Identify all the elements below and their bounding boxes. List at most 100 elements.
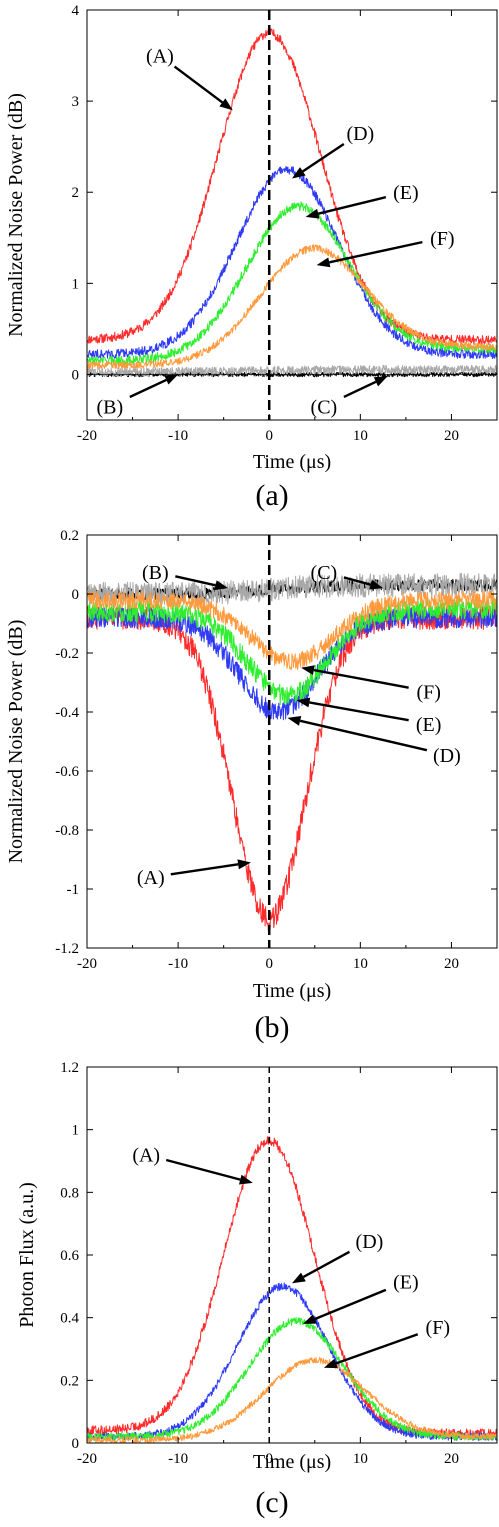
series-line-b (87, 371, 497, 378)
y-axis-label: Normalized Noise Power (dB) (5, 93, 27, 337)
series-group (87, 28, 497, 378)
annotation-arrow-shaft (299, 719, 428, 752)
y-axis-label: Normalized Noise Power (dB) (5, 620, 27, 864)
series-line-f (87, 244, 497, 370)
x-tick-label: 10 (353, 956, 368, 972)
annotation-arrow-shaft (129, 378, 167, 399)
annotation-arrow-head (373, 376, 388, 387)
panel-label: (a) (255, 479, 288, 512)
annotation-a: (A) (137, 859, 251, 889)
annotation-label: (E) (393, 182, 419, 204)
annotation-label: (D) (356, 1231, 384, 1253)
annotation-label: (E) (416, 714, 442, 736)
y-tick-label: 0.4 (60, 1311, 79, 1327)
annotation-arrow-head (164, 374, 179, 385)
series-line-a (87, 28, 497, 345)
x-tick-label: 0 (265, 428, 273, 444)
series-line-d (87, 165, 497, 360)
series-line-a (87, 1136, 497, 1439)
y-tick-label: 1 (72, 1123, 80, 1139)
y-tick-label: -0.2 (55, 646, 79, 662)
y-tick-label: 3 (72, 94, 80, 110)
y-tick-label: 0 (72, 1436, 80, 1452)
plot-frame (86, 1066, 498, 1444)
panel-label: (c) (255, 1486, 288, 1519)
x-tick-label: -20 (77, 428, 97, 444)
annotation-c: (C) (311, 562, 384, 590)
y-tick-label: -1.2 (55, 941, 79, 957)
x-tick-label: -20 (77, 956, 97, 972)
series-group (87, 1136, 497, 1443)
annotation-arrow-head (369, 579, 384, 590)
annotation-label: (B) (96, 396, 123, 418)
x-tick-label: -10 (168, 428, 188, 444)
annotation-label: (A) (137, 867, 165, 889)
annotation-arrow-head (214, 580, 229, 591)
annotation-arrow-shaft (313, 668, 409, 689)
annotation-arrow-shaft (329, 240, 423, 264)
annotation-e: (E) (302, 1272, 419, 1324)
annotation-arrow-shaft (318, 195, 387, 215)
annotation-label: (D) (346, 123, 374, 145)
annotation-label: (F) (426, 1317, 450, 1339)
annotation-arrow-head (296, 697, 311, 708)
x-axis-label: Time (μs) (253, 451, 331, 473)
series-group (87, 573, 497, 931)
annotation-arrow-head (302, 1314, 317, 1324)
x-tick-label: 10 (353, 428, 368, 444)
y-tick-label: -0.8 (55, 823, 79, 839)
annotation-c: (C) (311, 376, 388, 418)
annotation-f: (F) (323, 1317, 450, 1369)
annotation-arrow-head (287, 715, 302, 726)
chart-panel-c: -20 -10 0 10 20 0 0.2 0.4 0.6 0.8 1 1.2 Time (μs) Pho… (0, 1050, 499, 1527)
annotation-arrow-head (305, 208, 320, 219)
annotation-label: (A) (146, 46, 174, 68)
x-tick-label: -10 (168, 956, 188, 972)
annotation-label: (F) (416, 681, 440, 703)
annotation-label: (F) (430, 228, 454, 250)
annotation-arrow-shaft (165, 1158, 241, 1181)
x-tick-label: 20 (444, 1451, 459, 1467)
annotation-b: (B) (142, 562, 229, 591)
annotation-label: (C) (311, 562, 338, 584)
x-axis-label: Time (μs) (253, 980, 331, 1002)
annotation-arrow-shaft (314, 1288, 387, 1321)
y-tick-label: 0 (72, 367, 80, 383)
y-axis-label: Photon Flux (a.u.) (16, 1182, 38, 1328)
x-tick-label: 20 (444, 428, 459, 444)
annotation-f: (F) (301, 665, 441, 703)
x-tick-label: 20 (444, 956, 459, 972)
x-tick-label: 10 (353, 1451, 368, 1467)
annotation-arrow-head (219, 98, 233, 111)
annotation-d: (D) (287, 715, 461, 767)
y-tick-label: 1 (72, 276, 80, 292)
y-tick-label: 4 (72, 3, 80, 19)
y-tick-label: -0.4 (55, 705, 79, 721)
y-tick-label: -0.6 (55, 764, 79, 780)
annotation-arrow-head (292, 167, 306, 179)
y-tick-label: 0.2 (60, 528, 79, 544)
annotation-arrow-shaft (335, 1333, 419, 1365)
chart-b-svg: -20 -10 0 10 20 -1.2 -1 -0.8 -0.6 -0.4 -0.2 0 0.2 Tim… (5, 528, 498, 1044)
annotation-arrow-shaft (175, 575, 216, 587)
annotation-e: (E) (296, 697, 442, 736)
annotation-d: (D) (292, 1231, 384, 1284)
x-tick-label: 0 (265, 1451, 273, 1467)
panel-label: (b) (255, 1011, 290, 1044)
annotation-e: (E) (305, 182, 419, 219)
series-line-c (87, 364, 497, 377)
y-tick-label: 2 (72, 185, 80, 201)
annotation-arrow-head (323, 1358, 338, 1369)
series-line-f (87, 590, 497, 670)
series-line-d (87, 1282, 497, 1441)
annotation-arrow-shaft (302, 143, 345, 173)
annotation-f: (F) (316, 228, 455, 268)
annotation-arrow-shaft (173, 65, 224, 104)
y-tick-label: -1 (67, 882, 80, 898)
annotation-arrow-shaft (343, 380, 377, 398)
annotation-d: (D) (292, 123, 374, 179)
x-tick-label: -20 (77, 1451, 97, 1467)
y-tick-label: 0.8 (60, 1185, 79, 1201)
y-tick-label: 0.2 (60, 1373, 79, 1389)
chart-a-svg: -20 -10 0 10 20 0 1 2 3 4 Time (μs) Normalized Nois… (5, 3, 498, 512)
